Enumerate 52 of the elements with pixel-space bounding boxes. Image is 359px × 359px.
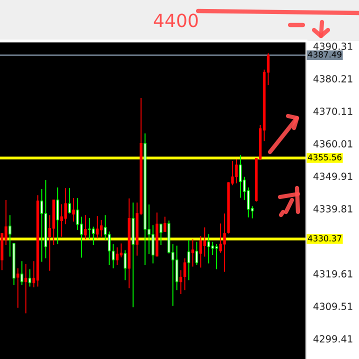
text: 4400 (154, 14, 198, 28)
candlestick (195, 241, 198, 266)
candlestick (108, 231, 111, 266)
candlestick (84, 214, 87, 240)
y-tick-label: 4319.61 (313, 270, 352, 278)
candlestick (207, 234, 210, 264)
candlestick (239, 154, 242, 198)
y-tick-label: 4370.11 (313, 108, 352, 115)
y-tick-label: 4360.01 (313, 140, 352, 148)
candlestick (199, 236, 202, 268)
candlestick (235, 158, 238, 184)
candlestick (16, 268, 20, 308)
candlestick (203, 226, 206, 258)
candlestick (24, 264, 28, 314)
candlestick (8, 214, 12, 258)
y-tick-label: 4309.51 (313, 302, 352, 310)
candlestick (28, 268, 32, 288)
y-tick-label: 4349.91 (313, 172, 352, 180)
candlestick (68, 188, 71, 214)
y-tick-label: 4339.81 (313, 205, 352, 212)
candlestick (40, 188, 44, 262)
candlestick (164, 216, 166, 232)
candlestick (112, 244, 115, 269)
candlestick (223, 213, 226, 272)
candlestick (92, 226, 95, 246)
y-tick-label: 4390.31 (313, 42, 352, 50)
candlestick (116, 246, 119, 266)
candlestick (179, 270, 182, 294)
y-tick-label: 4299.41 (313, 335, 352, 343)
candlestick (88, 218, 91, 240)
candlestick (64, 188, 67, 225)
ref-line-label: 4330.37 (308, 235, 342, 242)
candlestick (56, 186, 59, 245)
candlestick (100, 219, 103, 238)
candlestick (60, 204, 63, 238)
candlestick (176, 245, 178, 291)
candlestick (152, 224, 154, 264)
candlestick (120, 242, 123, 258)
candlestick (72, 198, 75, 222)
candlestick (187, 239, 190, 281)
ref-line-label: 4387.49 (308, 51, 342, 58)
ref-line-label: 4355.56 (308, 154, 342, 160)
candlestick (191, 238, 194, 268)
candlestick (215, 244, 218, 270)
candlestick (160, 224, 162, 246)
candlestick (219, 223, 222, 254)
candlestick (211, 241, 214, 256)
candlestick (96, 216, 99, 239)
candlestick (20, 260, 24, 286)
y-tick-label: 4380.21 (313, 75, 352, 82)
candlestick (183, 258, 186, 291)
candlestick (124, 250, 127, 281)
